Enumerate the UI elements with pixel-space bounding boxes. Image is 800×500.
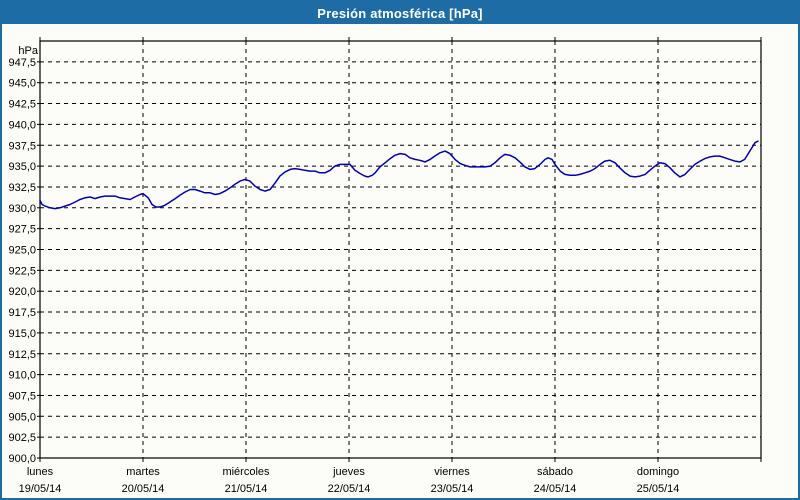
title-bar: Presión atmosférica [hPa] — [2, 2, 798, 24]
x-date-label: 22/05/14 — [328, 483, 371, 495]
y-tick-label: 925,0 — [8, 245, 36, 257]
y-tick-label: 937,5 — [8, 140, 36, 152]
y-axis-unit-label: hPa — [18, 45, 38, 57]
y-tick-label: 947,5 — [8, 57, 36, 69]
y-tick-label: 915,0 — [8, 328, 36, 340]
y-tick-label: 910,0 — [8, 370, 36, 382]
y-tick-label: 945,0 — [8, 78, 36, 90]
x-day-label: lunes — [27, 466, 54, 478]
x-day-label: martes — [126, 466, 160, 478]
y-tick-label: 927,5 — [8, 224, 36, 236]
x-day-label: jueves — [332, 466, 365, 478]
chart-title: Presión atmosférica [hPa] — [317, 5, 483, 21]
y-tick-label: 940,0 — [8, 119, 36, 131]
pressure-series-line — [39, 140, 759, 210]
y-tick-label: 907,5 — [8, 390, 36, 402]
x-date-label: 25/05/14 — [637, 483, 680, 495]
y-tick-label: 942,5 — [8, 99, 36, 111]
x-date-label: 21/05/14 — [225, 483, 268, 495]
y-tick-label: 920,0 — [8, 286, 36, 298]
x-day-label: miércoles — [222, 466, 270, 478]
x-date-label: 19/05/14 — [19, 483, 62, 495]
x-day-label: viernes — [434, 466, 470, 478]
y-tick-label: 912,5 — [8, 349, 36, 361]
x-day-label: domingo — [637, 466, 679, 478]
x-day-label: sábado — [537, 466, 573, 478]
y-tick-label: 932,5 — [8, 182, 36, 194]
y-tick-label: 900,0 — [8, 453, 36, 465]
y-tick-label: 922,5 — [8, 265, 36, 277]
y-tick-label: 935,0 — [8, 161, 36, 173]
y-tick-label: 930,0 — [8, 203, 36, 215]
plot-border — [39, 40, 762, 459]
y-tick-label: 902,5 — [8, 432, 36, 444]
chart-area: hPa 947,5 945,0 942,5 940,0 937,5 935,0 932,5 9… — [2, 24, 798, 498]
pressure-line-chart: hPa 947,5 945,0 942,5 940,0 937,5 935,0 932,5 9… — [8, 37, 762, 495]
x-date-label: 20/05/14 — [122, 483, 165, 495]
y-tick-label: 917,5 — [8, 307, 36, 319]
x-date-label: 23/05/14 — [431, 483, 474, 495]
y-tick-label: 905,0 — [8, 411, 36, 423]
x-date-label: 24/05/14 — [534, 483, 577, 495]
